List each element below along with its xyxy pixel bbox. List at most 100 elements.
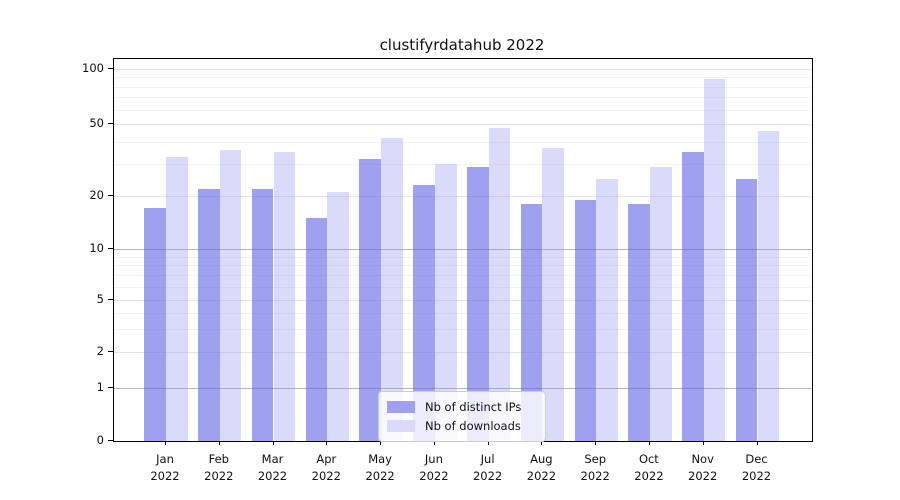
x-tick-label-dec: Dec 2022 [725, 451, 789, 484]
bar-distinct-ips-aug [520, 204, 543, 441]
minor-gridline-80 [114, 86, 812, 88]
x-tick-label-line: 2022 [741, 468, 772, 483]
y-tick-mark-0 [108, 440, 113, 441]
major-gridline-10 [114, 248, 812, 250]
bars-layer [114, 59, 812, 441]
major-gridline-20 [114, 196, 812, 197]
legend-row-1: Nb of downloads [387, 416, 537, 435]
x-tick-label-line: Feb [208, 452, 229, 466]
x-tick-label-line: Mar [261, 452, 284, 466]
x-tick-label-sep: Sep 2022 [563, 451, 627, 484]
x-tick-label-line: 2022 [257, 468, 288, 483]
bar-distinct-ips-jan [144, 208, 166, 441]
gridlines-layer [114, 59, 812, 441]
major-gridline-100 [114, 68, 812, 70]
y-tick-mark-100 [108, 67, 113, 69]
x-tick-label-line: Apr [316, 452, 337, 466]
x-tick-label-line: Oct [638, 452, 659, 466]
x-tick-label-line: 2022 [472, 468, 503, 483]
major-gridline-50 [114, 124, 812, 126]
y-tick-label-1: 1 [96, 380, 104, 394]
minor-gridline-9 [114, 256, 812, 258]
x-tick-label-line: Jul [480, 452, 495, 466]
x-tick-mark-sep [595, 441, 597, 445]
x-tick-label-line: 2022 [150, 468, 180, 483]
x-tick-label-line: Sep [584, 452, 607, 466]
bar-distinct-ips-jun [413, 185, 435, 441]
minor-gridline-4 [114, 312, 812, 314]
bar-distinct-ips-nov [682, 152, 704, 441]
x-tick-label-apr: Apr 2022 [294, 451, 358, 484]
minor-gridline-60 [114, 109, 812, 111]
bar-downloads-jun [434, 164, 457, 441]
y-tick-label-5: 5 [96, 292, 104, 307]
x-tick-mark-oct [648, 441, 650, 445]
minor-gridline-7 [114, 275, 812, 277]
bar-downloads-apr [327, 192, 349, 441]
y-tick-mark-2 [108, 351, 113, 352]
major-gridline-5 [114, 300, 812, 302]
bar-distinct-ips-oct [628, 204, 650, 441]
x-tick-label-may: May 2022 [348, 451, 412, 484]
bar-downloads-sep [596, 178, 618, 441]
x-tick-label-line: 2022 [580, 468, 610, 483]
minor-gridline-30 [114, 164, 812, 166]
bar-distinct-ips-apr [305, 217, 328, 441]
x-tick-mark-jul [487, 441, 489, 445]
y-tick-label-50: 50 [89, 116, 104, 131]
y-tick-mark-1 [108, 387, 113, 388]
y-tick-label-20: 20 [89, 188, 104, 202]
x-tick-label-line: Dec [745, 452, 768, 466]
x-tick-mark-mar [272, 441, 274, 445]
bar-downloads-dec [757, 130, 780, 441]
x-tick-label-line: 2022 [688, 468, 718, 483]
y-tick-label-2: 2 [96, 344, 104, 358]
minor-gridline-3 [114, 329, 812, 331]
x-tick-label-nov: Nov 2022 [671, 451, 735, 484]
x-tick-label-aug: Aug 2022 [509, 451, 573, 484]
x-tick-label-line: 2022 [311, 468, 341, 483]
major-gridline-2 [114, 352, 812, 353]
x-tick-label-line: 2022 [634, 468, 664, 483]
bar-distinct-ips-feb [198, 188, 220, 441]
bar-downloads-nov [703, 79, 726, 441]
major-gridline-1 [114, 388, 812, 389]
legend-row-0: Nb of distinct IPs [387, 397, 537, 416]
legend-label: Nb of distinct IPs [425, 399, 522, 414]
y-tick-mark-5 [108, 299, 113, 301]
x-tick-label-line: 2022 [204, 468, 234, 483]
legend-swatch-icon [387, 419, 415, 432]
x-tick-mark-jan [165, 441, 166, 445]
bar-downloads-mar [273, 152, 296, 441]
bar-downloads-may [381, 137, 403, 441]
x-tick-label-jun: Jun 2022 [402, 451, 466, 484]
bar-distinct-ips-jul [466, 166, 489, 441]
x-tick-label-line: 2022 [526, 468, 557, 483]
x-tick-mark-apr [326, 441, 328, 445]
y-tick-mark-10 [108, 247, 113, 249]
x-tick-label-line: Jun [424, 452, 443, 466]
y-tick-label-100: 100 [82, 60, 104, 75]
bar-downloads-oct [649, 166, 672, 441]
x-tick-label-line: Jan [156, 452, 174, 466]
minor-gridline-40 [114, 141, 812, 143]
x-tick-mark-jun [433, 441, 435, 445]
plot-area: Nb of distinct IPs Nb of downloads [113, 58, 813, 442]
minor-gridline-6 [114, 286, 812, 288]
x-tick-mark-aug [541, 441, 543, 445]
bar-downloads-jan [166, 156, 188, 441]
legend-swatch-icon [387, 400, 415, 413]
x-tick-label-jan: Jan 2022 [133, 451, 197, 484]
x-tick-mark-dec [756, 441, 758, 445]
x-tick-mark-nov [702, 441, 704, 445]
x-tick-label-oct: Oct 2022 [617, 451, 681, 484]
bar-distinct-ips-dec [735, 178, 758, 441]
x-tick-label-mar: Mar 2022 [241, 451, 305, 484]
minor-gridline-8 [114, 265, 812, 267]
x-tick-label-jul: Jul 2022 [456, 451, 520, 484]
y-tick-mark-20 [108, 195, 113, 196]
chart-title: clustifyrdatahub 2022 [379, 36, 545, 54]
x-tick-label-line: Nov [691, 452, 714, 466]
bar-downloads-aug [542, 147, 565, 441]
